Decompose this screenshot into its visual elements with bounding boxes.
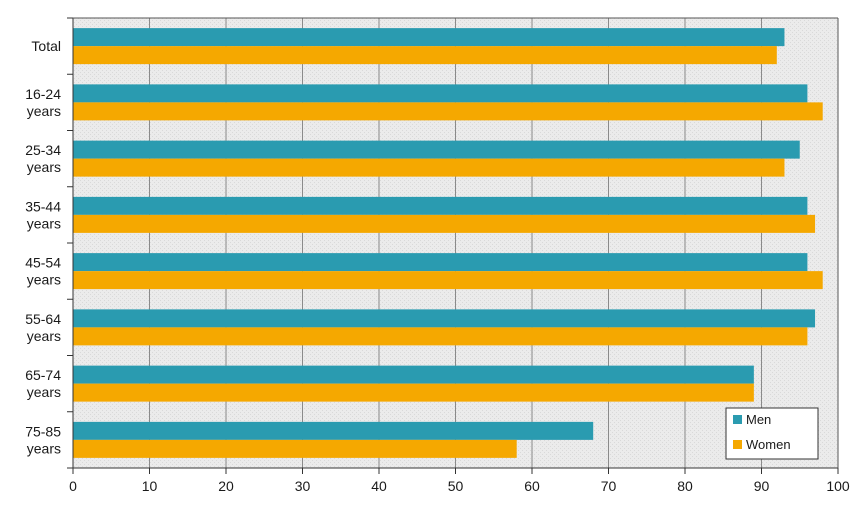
x-tick-label: 100 (826, 478, 850, 494)
bar-men (73, 253, 808, 272)
bar-men (73, 309, 816, 328)
y-axis-ticks: Total 16-24 years 25-34 years 35-44 years 45-54… (25, 17, 73, 469)
bar-women (73, 46, 777, 65)
bar-women (73, 158, 785, 177)
y-tick-label: 35-44 years (25, 198, 61, 231)
legend: Men Women (725, 407, 819, 460)
y-tick-label: Total (31, 38, 61, 54)
bar-women (73, 327, 808, 346)
bar-men (73, 84, 808, 103)
bar-women (73, 214, 816, 233)
x-tick-label: 80 (677, 478, 693, 494)
x-tick-label: 30 (295, 478, 311, 494)
y-tick-label: 16-24 years (25, 86, 61, 119)
legend-label-women: Women (746, 437, 791, 452)
legend-swatch-women (733, 440, 742, 449)
bars (73, 28, 823, 458)
x-tick-label: 70 (601, 478, 617, 494)
x-tick-label: 20 (218, 478, 234, 494)
x-tick-label: 0 (69, 478, 77, 494)
x-axis-ticks: 0 10 20 30 40 50 60 70 80 90 100 (69, 468, 850, 494)
bar-men (73, 365, 754, 384)
y-tick-label: 25-34 years (25, 142, 61, 175)
x-tick-label: 10 (142, 478, 158, 494)
bar-women (73, 439, 517, 458)
bar-men (73, 421, 594, 440)
bar-women (73, 383, 754, 402)
x-tick-label: 90 (754, 478, 770, 494)
legend-label-men: Men (746, 412, 771, 427)
legend-swatch-men (733, 415, 742, 424)
bar-men (73, 140, 800, 159)
y-tick-label: 65-74 years (25, 367, 61, 400)
x-tick-label: 40 (371, 478, 387, 494)
bar-women (73, 102, 823, 121)
x-tick-label: 60 (524, 478, 540, 494)
x-tick-label: 50 (448, 478, 464, 494)
bar-women (73, 271, 823, 290)
y-tick-label: 75-85 years (25, 423, 61, 456)
y-tick-label: 45-54 years (25, 255, 61, 288)
bar-men (73, 196, 808, 215)
bar-men (73, 28, 785, 47)
y-tick-label: 55-64 years (25, 311, 61, 344)
